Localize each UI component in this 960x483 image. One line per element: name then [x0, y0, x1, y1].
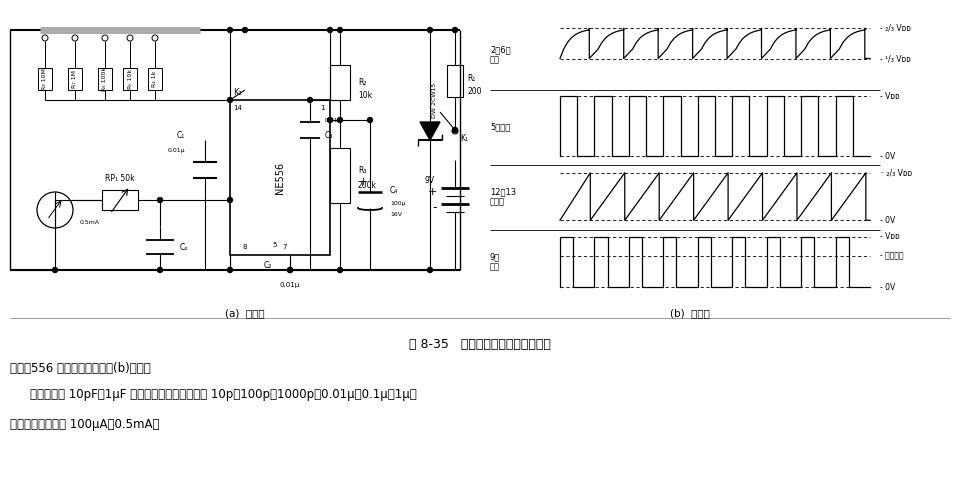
- Text: - 平均电平: - 平均电平: [880, 252, 903, 260]
- Text: RP₁ 50k: RP₁ 50k: [106, 173, 134, 183]
- Circle shape: [452, 128, 458, 132]
- Bar: [447, 65, 463, 97]
- Text: 5脚波形: 5脚波形: [490, 123, 511, 131]
- Bar: [68, 68, 82, 90]
- Text: R₂: R₂: [358, 77, 367, 86]
- Text: NE556: NE556: [275, 161, 285, 194]
- Text: R₇ 1M: R₇ 1M: [73, 70, 78, 88]
- Text: - 0V: - 0V: [880, 283, 896, 292]
- Text: 准用。556 各脚的波形图如图(b)所示。: 准用。556 各脚的波形图如图(b)所示。: [10, 362, 151, 375]
- Circle shape: [338, 117, 343, 123]
- Circle shape: [338, 268, 343, 272]
- Text: ⁻ ₂/₃ Vᴅᴅ: ⁻ ₂/₃ Vᴅᴅ: [880, 168, 912, 177]
- Circle shape: [427, 28, 433, 32]
- Text: 5: 5: [273, 242, 277, 248]
- Text: 0.01μ: 0.01μ: [167, 147, 185, 153]
- Circle shape: [452, 28, 458, 32]
- Text: 0.5mA: 0.5mA: [80, 219, 100, 225]
- Bar: [330, 148, 350, 203]
- Circle shape: [287, 268, 293, 272]
- Text: R₈ 10M: R₈ 10M: [42, 68, 47, 90]
- Text: R₃: R₃: [358, 166, 367, 174]
- Text: 9脚
波形: 9脚 波形: [490, 252, 500, 272]
- Circle shape: [228, 98, 232, 102]
- Text: (a)  电路图: (a) 电路图: [226, 308, 265, 318]
- Bar: [98, 68, 112, 90]
- Text: 10k: 10k: [358, 90, 372, 99]
- Bar: [330, 65, 350, 100]
- Circle shape: [368, 117, 372, 123]
- Text: -: -: [433, 201, 437, 214]
- Bar: [148, 68, 162, 90]
- Polygon shape: [420, 122, 440, 140]
- Text: 本电路可测 10pF～1μF 范围内的电容。量程分为 10p～100p～1000p～0.01μ～0.1μ～1μ，: 本电路可测 10pF～1μF 范围内的电容。量程分为 10p～100p～1000…: [30, 388, 417, 401]
- Text: - 0V: - 0V: [880, 216, 896, 225]
- Text: - ₂/₃ Vᴅᴅ: - ₂/₃ Vᴅᴅ: [880, 24, 911, 33]
- Text: - Vᴅᴅ: - Vᴅᴅ: [880, 91, 900, 100]
- Text: - 0V: - 0V: [880, 152, 896, 160]
- Text: C₃: C₃: [325, 130, 333, 140]
- Text: 1: 1: [320, 105, 324, 111]
- Text: 0.01μ: 0.01μ: [325, 117, 343, 123]
- Text: 2、6脚
波形: 2、6脚 波形: [490, 45, 511, 65]
- Bar: [230, 100, 330, 255]
- Text: (b)  波形图: (b) 波形图: [670, 308, 710, 318]
- Text: 200k: 200k: [358, 181, 377, 189]
- Circle shape: [157, 198, 162, 202]
- Circle shape: [287, 268, 293, 272]
- Text: 12、13
脚波形: 12、13 脚波形: [490, 187, 516, 207]
- Text: +: +: [427, 187, 437, 197]
- Circle shape: [243, 28, 248, 32]
- Circle shape: [307, 98, 313, 102]
- Circle shape: [427, 268, 433, 272]
- Text: R₅ 10k: R₅ 10k: [128, 69, 132, 89]
- Text: R₆ 100k: R₆ 100k: [103, 67, 108, 91]
- Circle shape: [157, 268, 162, 272]
- Text: R₁: R₁: [467, 73, 475, 83]
- Text: +: +: [358, 177, 368, 187]
- Bar: [123, 68, 137, 90]
- Text: C₂: C₂: [264, 260, 272, 270]
- Text: DW 2CW15: DW 2CW15: [433, 83, 438, 118]
- Circle shape: [228, 28, 232, 32]
- Text: 100μ: 100μ: [390, 200, 406, 205]
- Text: 200: 200: [467, 86, 482, 96]
- Text: 对应的电流量程为 100μA～0.5mA。: 对应的电流量程为 100μA～0.5mA。: [10, 418, 159, 431]
- Circle shape: [327, 117, 332, 123]
- Text: C₁: C₁: [177, 130, 185, 140]
- Text: K₁: K₁: [460, 133, 468, 142]
- Circle shape: [228, 268, 232, 272]
- Text: - ¹/₃ Vᴅᴅ: - ¹/₃ Vᴅᴅ: [880, 54, 911, 63]
- Text: 14: 14: [233, 105, 243, 111]
- Text: 0.01μ: 0.01μ: [280, 282, 300, 288]
- Bar: [102, 190, 138, 210]
- Text: 7: 7: [283, 244, 287, 250]
- Circle shape: [53, 268, 58, 272]
- Circle shape: [338, 28, 343, 32]
- Text: 16V: 16V: [390, 212, 402, 216]
- Text: K₂: K₂: [233, 87, 242, 97]
- Circle shape: [327, 28, 332, 32]
- Text: Cₓ: Cₓ: [180, 242, 188, 252]
- Text: 图 8-35   简易电容测试仪电路（一）: 图 8-35 简易电容测试仪电路（一）: [409, 338, 551, 351]
- Text: - Vᴅᴅ: - Vᴅᴅ: [880, 232, 900, 241]
- Text: 8: 8: [243, 244, 248, 250]
- Text: 9V: 9V: [425, 175, 435, 185]
- Circle shape: [228, 198, 232, 202]
- Text: R₄ 1k: R₄ 1k: [153, 71, 157, 87]
- Bar: [38, 68, 52, 90]
- Text: C₄: C₄: [390, 185, 398, 195]
